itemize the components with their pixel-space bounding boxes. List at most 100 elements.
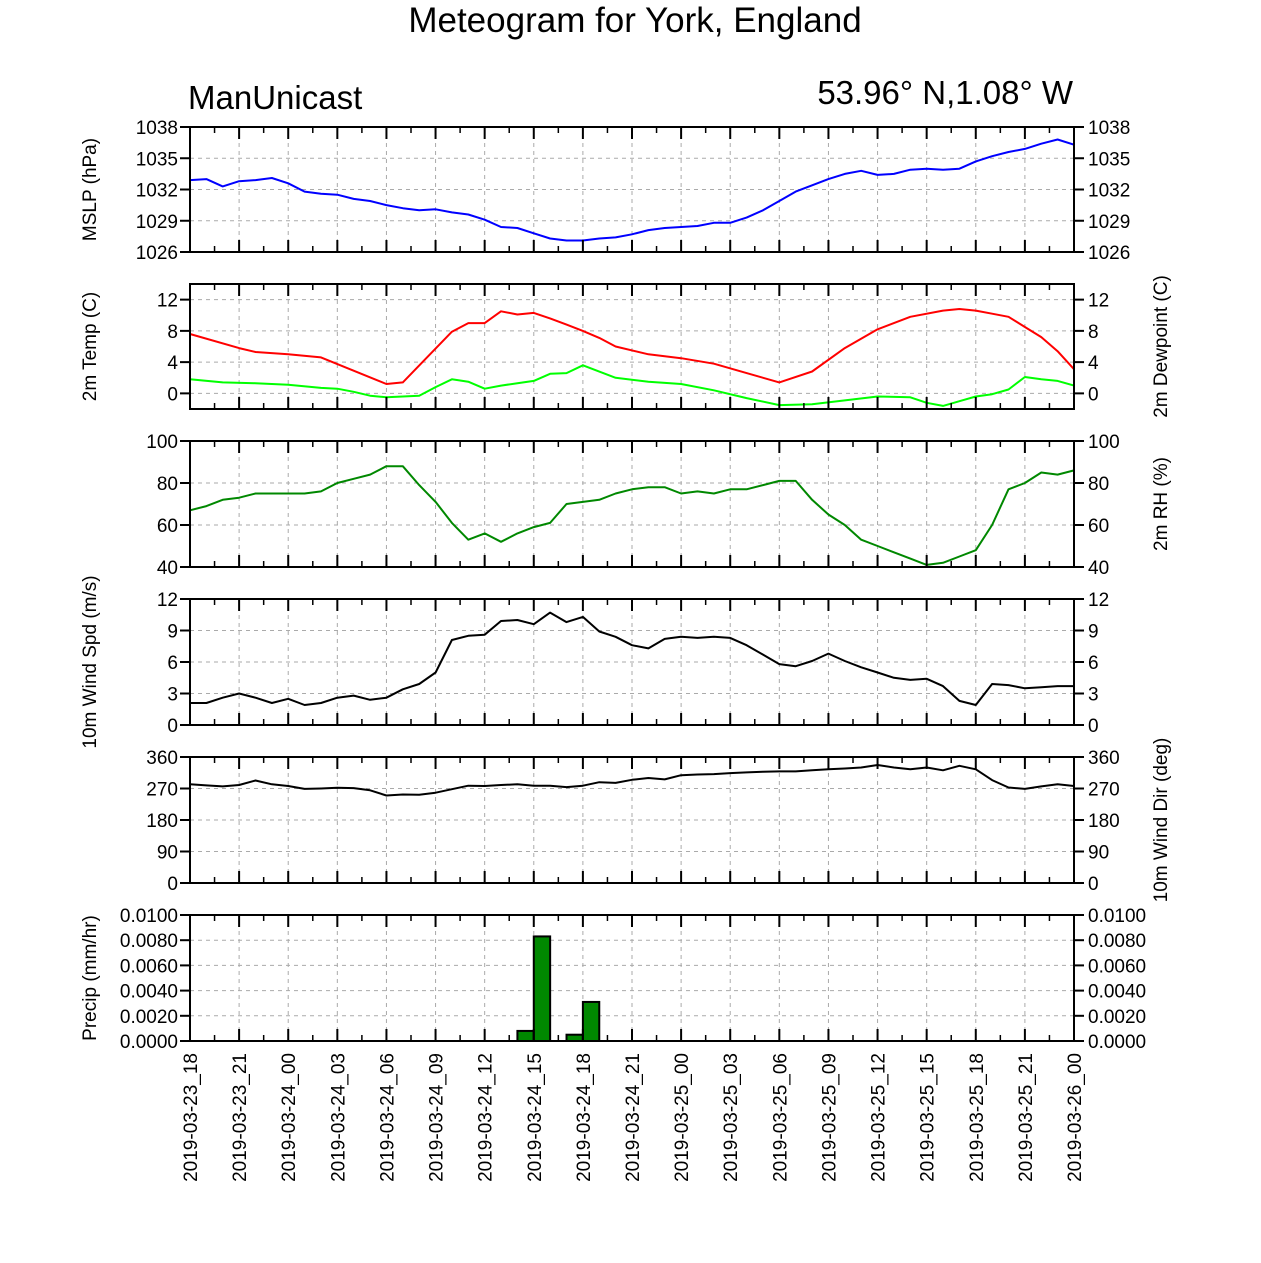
x-tick-label: 2019-03-25_00 (672, 1053, 693, 1182)
chart-title: Meteogram for York, England (408, 1, 861, 40)
x-tick-label: 2019-03-25_18 (967, 1053, 988, 1182)
y-tick-label-left: 100 (146, 432, 178, 453)
y-tick-label-left: 270 (146, 780, 178, 801)
y-axis-label-right: 2m Dewpoint (C) (1151, 275, 1172, 418)
location-name: ManUnicast (188, 79, 362, 116)
x-tick-label: 2019-03-24_15 (525, 1053, 546, 1182)
y-tick-label-left: 0.0000 (120, 1032, 178, 1053)
y-tick-label-right: 4 (1088, 353, 1099, 374)
series-line-dewpoint (189, 364, 1075, 407)
y-tick-label-left: 0 (167, 384, 178, 405)
y-tick-label-left: 8 (167, 322, 178, 343)
x-tick-label: 2019-03-25_06 (770, 1053, 791, 1182)
y-tick-label-right: 12 (1088, 291, 1109, 312)
x-tick-label: 2019-03-25_21 (1016, 1053, 1037, 1182)
y-tick-label-right: 0.0040 (1088, 982, 1146, 1003)
series-line-wind_spd (190, 611, 1074, 706)
panel-mslp: 1026 1026 1029 1029 1032 1032 1035 1035 1038 1038… (80, 118, 1130, 264)
y-axis-label-left: 2m Temp (C) (80, 292, 101, 401)
location-coordinates: 53.96° N,1.08° W (817, 74, 1074, 111)
y-axis-label-left: Precip (mm/hr) (80, 915, 101, 1041)
series-line-temp (189, 308, 1075, 385)
y-tick-label-left: 90 (157, 843, 178, 864)
y-tick-label-right: 1029 (1088, 212, 1130, 233)
y-tick-label-left: 6 (167, 653, 178, 674)
y-tick-label-left: 4 (167, 353, 178, 374)
x-tick-label: 2019-03-24_21 (623, 1053, 644, 1182)
y-tick-label-left: 1038 (136, 118, 178, 139)
precip-bar (516, 1029, 535, 1043)
x-tick-label: 2019-03-24_00 (279, 1053, 300, 1182)
y-tick-label-left: 0.0040 (120, 982, 178, 1003)
y-tick-label-right: 90 (1088, 843, 1109, 864)
y-tick-label-right: 1032 (1088, 181, 1130, 202)
y-tick-label-left: 3 (167, 685, 178, 706)
y-tick-label-right: 180 (1088, 811, 1120, 832)
y-tick-label-left: 80 (157, 474, 178, 495)
y-tick-label-right: 0 (1088, 874, 1099, 895)
y-tick-label-left: 0 (167, 874, 178, 895)
x-tick-label: 2019-03-24_09 (427, 1053, 448, 1182)
y-tick-label-right: 1038 (1088, 118, 1130, 139)
y-tick-label-left: 1032 (136, 181, 178, 202)
panel-wind_spd: 0 0 3 3 6 6 9 9 12 12 10m Wind Spd (m/s) (80, 575, 1109, 748)
y-tick-label-left: 0.0020 (120, 1007, 178, 1028)
y-tick-label-left: 1026 (136, 243, 178, 264)
y-tick-label-right: 60 (1088, 516, 1109, 537)
y-tick-label-left: 0.0060 (120, 956, 178, 977)
x-tick-label: 2019-03-25_12 (869, 1053, 890, 1182)
y-tick-label-right: 0 (1088, 716, 1099, 737)
y-axis-label-right: 2m RH (%) (1151, 457, 1172, 551)
y-tick-label-left: 1029 (136, 212, 178, 233)
y-tick-label-left: 40 (157, 558, 178, 579)
y-tick-label-left: 360 (146, 748, 178, 769)
y-tick-label-right: 8 (1088, 322, 1099, 343)
y-tick-label-right: 0.0100 (1088, 906, 1146, 927)
y-tick-label-right: 0.0080 (1088, 931, 1146, 952)
y-tick-label-right: 80 (1088, 474, 1109, 495)
y-tick-label-right: 0.0000 (1088, 1032, 1146, 1053)
y-tick-label-left: 12 (157, 291, 178, 312)
y-tick-label-right: 1035 (1088, 149, 1130, 170)
panel-temp: 0 0 4 4 8 8 12 12 2m Temp (C) 2m Dewpoint (C) (80, 275, 1172, 418)
y-tick-label-left: 0.0100 (120, 906, 178, 927)
y-axis-label-left: 10m Wind Spd (m/s) (80, 575, 101, 748)
x-tick-label: 2019-03-24_18 (574, 1053, 595, 1182)
x-tick-label: 2019-03-23_18 (181, 1053, 202, 1182)
series-line-mslp (189, 138, 1075, 242)
y-tick-label-right: 0 (1088, 384, 1099, 405)
y-tick-label-left: 60 (157, 516, 178, 537)
precip-bar (532, 935, 552, 1042)
x-tick-label: 2019-03-24_06 (377, 1053, 398, 1182)
y-tick-label-right: 100 (1088, 432, 1120, 453)
y-tick-label-right: 6 (1088, 653, 1099, 674)
y-tick-label-right: 360 (1088, 748, 1120, 769)
y-tick-label-right: 40 (1088, 558, 1109, 579)
x-tick-label: 2019-03-25_03 (721, 1053, 742, 1182)
x-tick-label: 2019-03-24_12 (476, 1053, 497, 1182)
x-tick-label: 2019-03-25_09 (819, 1053, 840, 1182)
panels-group: 1026 1026 1029 1029 1032 1032 1035 1035 1038 1038… (80, 118, 1172, 1053)
y-tick-label-left: 0 (167, 716, 178, 737)
y-tick-label-right: 1026 (1088, 243, 1130, 264)
y-tick-label-right: 0.0020 (1088, 1007, 1146, 1028)
panel-wind_dir: 0 0 90 90 180 180 270 270 360 360 10m Wind Dir (de… (146, 738, 1172, 903)
precip-bar (581, 1000, 601, 1043)
y-tick-label-left: 12 (157, 590, 178, 611)
x-tick-label: 2019-03-26_00 (1065, 1053, 1086, 1182)
panel-precip: 0.0000 0.0000 0.0020 0.0020 0.0040 0.0040 0.00… (80, 906, 1146, 1053)
x-tick-label: 2019-03-24_03 (328, 1053, 349, 1182)
y-tick-label-right: 270 (1088, 780, 1120, 801)
y-tick-label-left: 1035 (136, 149, 178, 170)
y-tick-label-left: 9 (167, 622, 178, 643)
x-axis: 2019-03-23_18 2019-03-23_21 2019-03-24_00 2… (181, 1053, 1086, 1182)
y-tick-label-right: 0.0060 (1088, 956, 1146, 977)
y-tick-label-left: 0.0080 (120, 931, 178, 952)
y-axis-label-left: MSLP (hPa) (80, 138, 101, 241)
x-tick-label: 2019-03-25_15 (918, 1053, 939, 1182)
panel-rh: 40 40 60 60 80 80 100 100 2m RH (%) (146, 432, 1172, 579)
y-tick-label-left: 180 (146, 811, 178, 832)
y-tick-label-right: 12 (1088, 590, 1109, 611)
y-tick-label-right: 9 (1088, 622, 1099, 643)
